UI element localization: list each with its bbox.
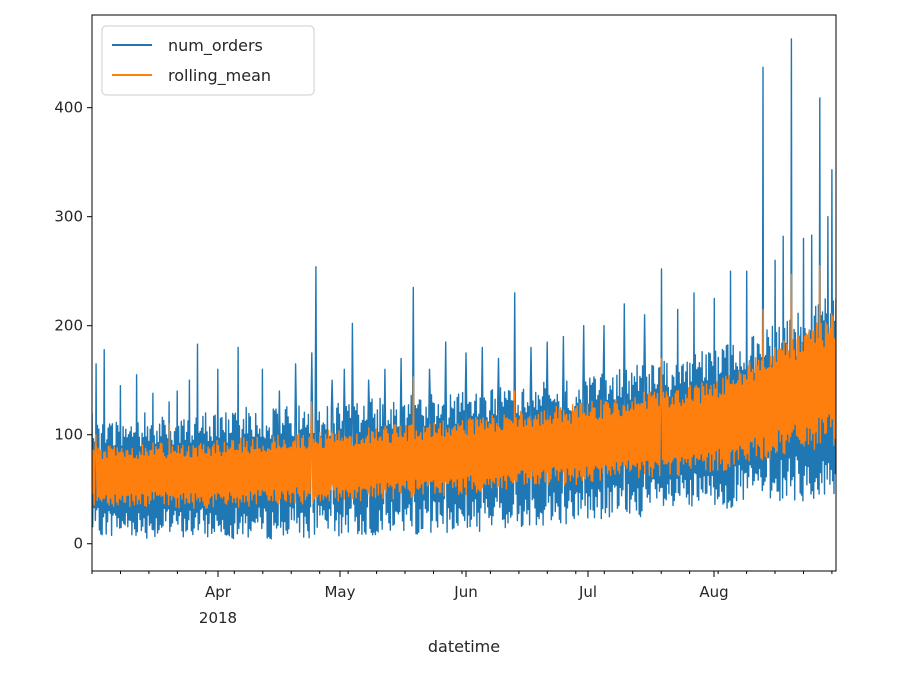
x-tick-sublabel-year: 2018 <box>199 609 237 627</box>
y-tick-label-300: 300 <box>54 208 83 226</box>
series-rolling-mean-line <box>92 265 836 509</box>
rolling-mean-point <box>274 477 276 480</box>
x-axis-label: datetime <box>428 637 500 656</box>
rolling-mean-point <box>339 472 341 474</box>
rolling-mean-point <box>587 444 589 447</box>
y-axis: 0 100 200 300 400 <box>54 99 92 553</box>
legend-label-num-orders: num_orders <box>168 36 263 56</box>
y-tick-label-100: 100 <box>54 426 83 444</box>
rolling-mean-point <box>770 406 772 409</box>
y-tick-label-400: 400 <box>54 99 83 117</box>
y-tick-label-0: 0 <box>73 535 83 553</box>
x-tick-label-aug: Aug <box>699 583 728 601</box>
rolling-mean-point <box>465 461 467 463</box>
rolling-mean-point <box>713 423 715 425</box>
x-axis: Apr 2018 May Jun Jul Aug <box>91 571 833 627</box>
legend-label-rolling-mean: rolling_mean <box>168 66 271 86</box>
rolling-mean-point <box>217 483 219 485</box>
legend-box <box>101 25 315 96</box>
series-layer <box>92 38 836 540</box>
x-tick-label-jun: Jun <box>453 583 477 601</box>
y-tick-label-200: 200 <box>54 317 83 335</box>
x-tick-label-apr: Apr <box>205 583 232 601</box>
x-tick-label-may: May <box>324 583 355 601</box>
plot-frame <box>91 14 837 572</box>
x-tick-label-jul: Jul <box>578 583 597 601</box>
rolling-mean-point <box>522 455 524 458</box>
rolling-mean-point <box>644 433 646 436</box>
rolling-mean-point <box>148 483 150 485</box>
rolling-mean-point <box>396 466 398 469</box>
legend: num_orders rolling_mean <box>101 25 315 96</box>
